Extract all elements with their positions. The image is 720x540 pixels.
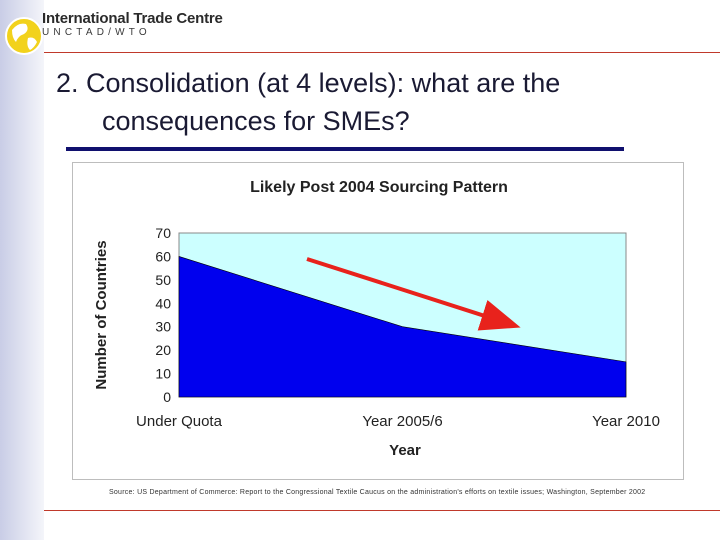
y-tick-label: 0: [163, 389, 171, 405]
chart-frame: Likely Post 2004 Sourcing Pattern 0 10 20 3…: [72, 162, 684, 480]
top-divider: [44, 52, 720, 53]
y-tick-label: 20: [155, 342, 171, 358]
slide-title-line-2: consequences for SMEs?: [102, 106, 410, 136]
source-note: Source: US Department of Commerce: Repor…: [109, 489, 646, 496]
y-tick-label: 50: [155, 272, 171, 288]
left-decorative-band: [0, 0, 44, 540]
area-chart: Likely Post 2004 Sourcing Pattern 0 10 20 3…: [93, 179, 660, 459]
slide-title-line-1: 2. Consolidation (at 4 levels): what are…: [56, 68, 561, 98]
trend-arrow: [306, 257, 521, 331]
y-tick-label: 40: [155, 295, 171, 311]
y-tick-label: 70: [155, 225, 171, 241]
area-series: [178, 256, 627, 398]
x-axis-label: Year: [389, 442, 421, 459]
x-tick-label: Under Quota: [136, 413, 223, 430]
organization-name: International Trade Centre: [42, 10, 223, 27]
slide-title: 2. Consolidation (at 4 levels): what are…: [56, 64, 716, 140]
y-axis-label: Number of Countries: [93, 240, 110, 389]
chart-title: Likely Post 2004 Sourcing Pattern: [250, 179, 508, 196]
y-tick-label: 60: [155, 248, 171, 264]
globe-logo-icon: [5, 17, 43, 55]
y-tick-label: 10: [155, 366, 171, 382]
bottom-divider: [44, 510, 720, 511]
y-tick-label: 30: [155, 319, 171, 335]
x-tick-label: Year 2005/6: [362, 413, 442, 430]
title-underline: [66, 147, 624, 151]
organization-subtitle: UNCTAD/WTO: [42, 27, 151, 38]
x-tick-label: Year 2010: [592, 413, 660, 430]
